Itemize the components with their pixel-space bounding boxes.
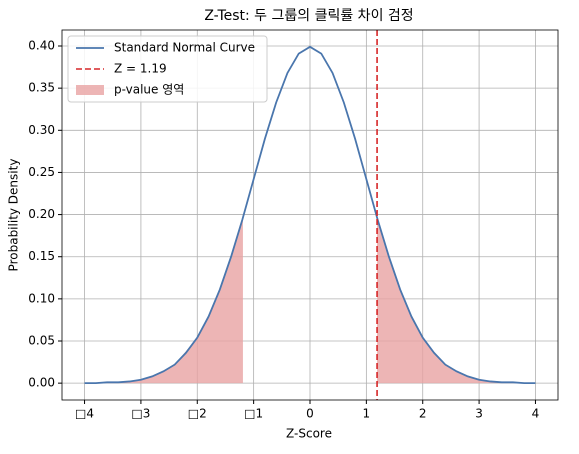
- x-tick-label: □4: [75, 407, 94, 421]
- x-tick-label: 0: [306, 407, 314, 421]
- x-tick-label: 4: [532, 407, 540, 421]
- x-tick-label: □3: [131, 407, 150, 421]
- x-tick-label: 2: [419, 407, 427, 421]
- y-tick-label: 0.35: [28, 81, 55, 95]
- y-tick-label: 0.15: [28, 249, 55, 263]
- x-tick-label: □1: [244, 407, 263, 421]
- x-axis-label: Z-Score: [286, 427, 332, 441]
- y-tick-label: 0.05: [28, 334, 55, 348]
- y-tick-label: 0.20: [28, 207, 55, 221]
- x-tick-label: 1: [363, 407, 371, 421]
- y-tick-label: 0.25: [28, 165, 55, 179]
- x-tick-label: □2: [188, 407, 207, 421]
- legend-swatch: [76, 85, 104, 95]
- legend-label: Standard Normal Curve: [114, 41, 255, 55]
- y-tick-label: 0.40: [28, 39, 55, 53]
- legend-label: Z = 1.19: [114, 62, 167, 76]
- y-tick-label: 0.30: [28, 123, 55, 137]
- chart-title: Z-Test: 두 그룹의 클릭률 차이 검정: [204, 8, 413, 24]
- legend-label: p-value 영역: [114, 83, 184, 97]
- y-tick-label: 0.00: [28, 376, 55, 390]
- normal-curve: [84, 45, 536, 385]
- y-axis-label: Probability Density: [7, 159, 21, 272]
- y-tick-label: 0.10: [28, 291, 55, 305]
- p-value-area: [84, 217, 536, 384]
- legend-box: [67, 35, 268, 103]
- x-tick-label: 3: [475, 407, 483, 421]
- plot-frame: [61, 29, 559, 401]
